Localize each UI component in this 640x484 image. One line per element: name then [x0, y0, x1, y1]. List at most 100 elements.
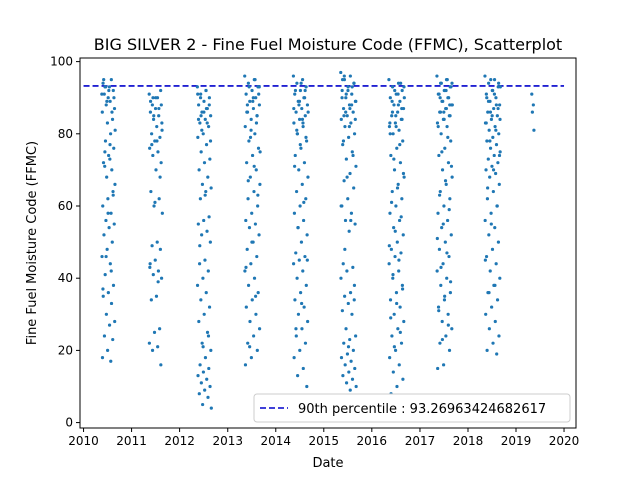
data-point [198, 262, 202, 266]
data-point [484, 254, 489, 259]
data-point [400, 287, 405, 291]
data-point [438, 110, 443, 114]
x-tick-label: 2016 [357, 434, 388, 448]
data-point [245, 110, 249, 114]
data-point [398, 305, 402, 309]
data-point [530, 92, 534, 96]
data-point [106, 197, 110, 201]
data-point [109, 211, 113, 215]
data-point [435, 74, 439, 78]
data-point [440, 226, 444, 230]
data-point [249, 128, 253, 132]
data-point [111, 189, 115, 194]
data-point [488, 175, 492, 179]
data-point [448, 291, 452, 295]
data-point [449, 280, 453, 284]
data-point [147, 341, 151, 345]
data-point [100, 356, 105, 360]
data-point [352, 186, 356, 190]
data-point [295, 132, 299, 136]
data-point [299, 240, 304, 244]
data-point [484, 121, 488, 125]
data-point [442, 117, 446, 121]
data-point [395, 301, 399, 306]
data-point [110, 117, 115, 121]
data-point [488, 139, 492, 143]
data-point [297, 258, 301, 262]
data-point [108, 157, 112, 161]
data-point [487, 291, 491, 295]
data-point [388, 132, 392, 136]
data-point [196, 117, 201, 121]
data-point [304, 197, 308, 201]
data-point [208, 384, 212, 389]
data-point [297, 117, 302, 121]
data-point [392, 157, 396, 161]
data-point [104, 254, 108, 259]
data-point [254, 168, 258, 172]
data-point [152, 114, 156, 118]
data-point [148, 99, 153, 103]
data-point [443, 240, 447, 244]
data-point [351, 348, 355, 352]
y-tick-label: 20 [58, 343, 73, 357]
data-point [300, 117, 305, 121]
data-point [394, 204, 398, 208]
data-point [485, 197, 490, 201]
data-point [200, 128, 204, 132]
data-point [446, 323, 450, 327]
data-point [109, 132, 113, 136]
data-point [107, 88, 111, 93]
data-point [293, 298, 297, 302]
data-point [497, 182, 501, 186]
data-point [353, 366, 357, 371]
data-point [198, 121, 202, 125]
data-point [297, 168, 301, 172]
y-tick-label: 40 [58, 271, 73, 285]
data-point [299, 291, 303, 295]
data-point [342, 74, 346, 78]
data-point [300, 301, 304, 306]
data-point [158, 135, 162, 140]
data-point [153, 106, 158, 111]
data-point [346, 197, 350, 201]
data-point [207, 215, 211, 219]
data-point [493, 124, 497, 129]
data-point [339, 117, 343, 121]
data-point [299, 146, 303, 150]
data-point [352, 132, 357, 136]
data-point [486, 110, 490, 114]
data-point [483, 74, 487, 78]
data-point [489, 78, 493, 82]
y-tick-label: 0 [65, 416, 73, 430]
data-point [352, 298, 356, 302]
data-point [159, 276, 164, 280]
data-point [497, 334, 501, 338]
data-point [389, 247, 393, 251]
data-point [197, 103, 201, 107]
data-point [491, 88, 495, 93]
data-point [487, 327, 491, 331]
data-point [350, 377, 355, 381]
data-point [101, 294, 105, 298]
data-point [301, 124, 305, 129]
data-point [298, 348, 302, 352]
data-point [108, 143, 112, 147]
data-point [488, 146, 493, 150]
data-point [254, 96, 258, 100]
data-point [495, 204, 499, 208]
data-point [160, 128, 164, 132]
data-point [390, 334, 394, 338]
data-point [107, 323, 112, 327]
data-point [153, 258, 157, 262]
data-point [450, 327, 454, 331]
data-point [150, 348, 155, 352]
data-point [256, 193, 260, 197]
data-point [436, 124, 440, 129]
data-point [402, 96, 406, 100]
data-point [203, 193, 207, 197]
data-point [101, 287, 105, 291]
data-point [247, 226, 252, 230]
data-point [203, 117, 207, 121]
data-point [157, 106, 161, 111]
